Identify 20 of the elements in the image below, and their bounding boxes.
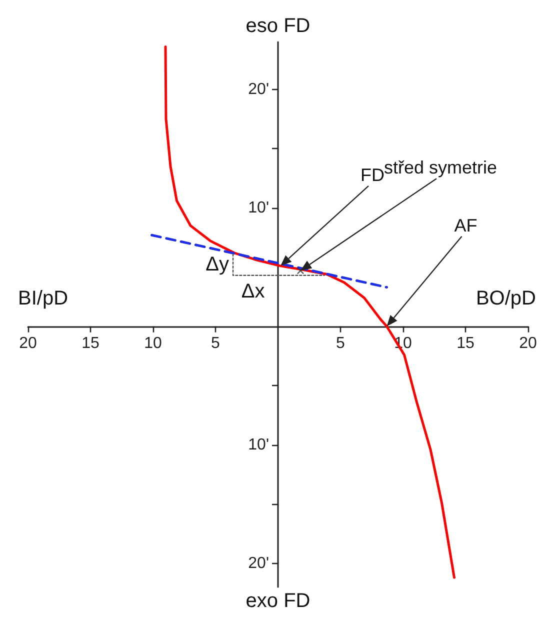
text: exo FD [246, 590, 310, 612]
annotation: AF [454, 215, 478, 236]
y-tick-label: 10' [248, 436, 269, 454]
x-tick-label: 20 [19, 334, 37, 352]
annotation: BI/pD [18, 287, 68, 310]
annotation: střed symetrie [384, 158, 498, 178]
annotation: Δy [206, 254, 229, 276]
x-tick-label: 15 [456, 334, 474, 352]
annotation: FD [360, 164, 384, 185]
annotation: Δx [241, 280, 265, 302]
y-tick-label: 20' [248, 80, 269, 98]
x-tick-label: 20 [519, 334, 537, 352]
x-tick-label: 5 [336, 334, 346, 352]
x-axis-title: BO/pD [476, 287, 536, 310]
x-tick-label: 15 [82, 334, 100, 352]
x-tick-label: 5 [211, 334, 220, 352]
y-axis-title: eso FD [246, 15, 310, 37]
y-tick-label: 20' [248, 554, 269, 572]
y-tick-label: 10' [248, 199, 269, 216]
x-tick-label: 10 [144, 334, 162, 352]
